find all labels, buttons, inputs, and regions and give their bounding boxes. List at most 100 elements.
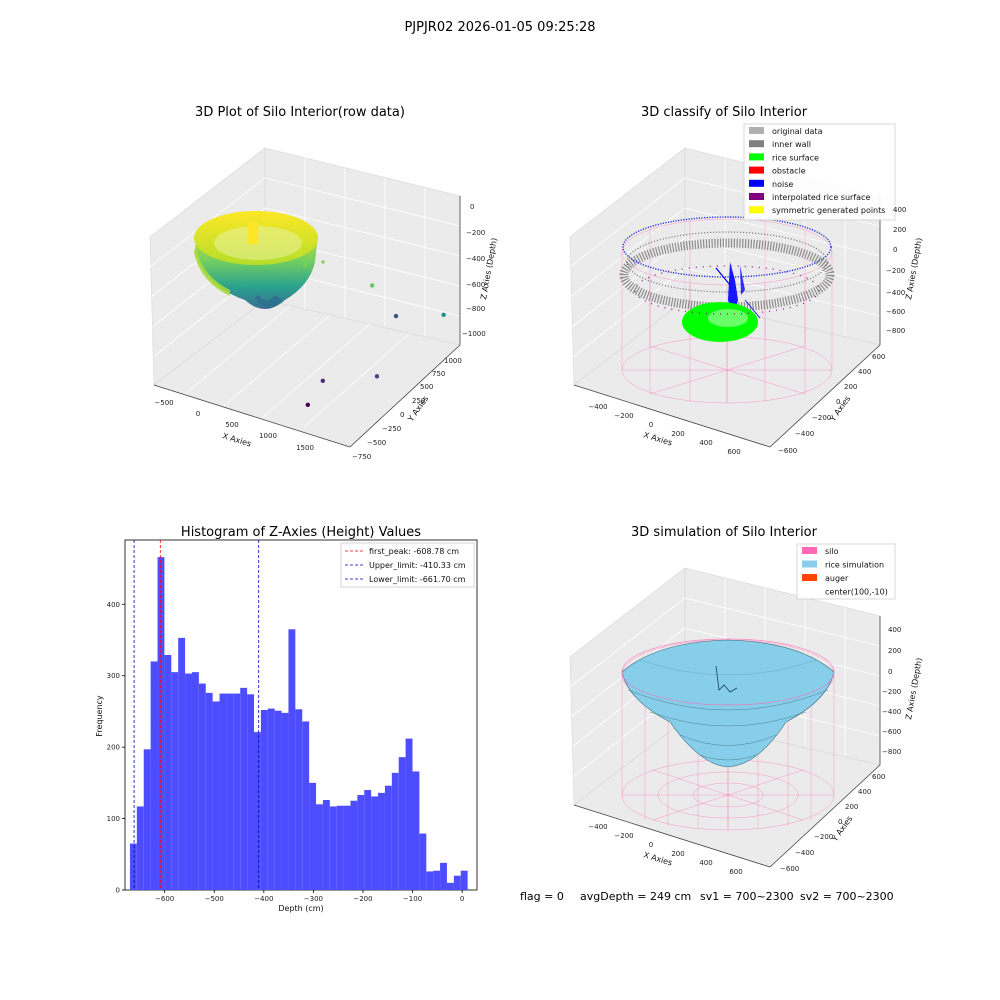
legend-swatch <box>749 206 764 214</box>
simulation-x-tick: 0 <box>649 841 653 849</box>
legend-label: rice surface <box>772 153 819 162</box>
histogram-legend-label: first_peak: -608.78 cm <box>369 547 459 556</box>
simulation-z-label: Z Axies (Depth) <box>904 657 924 720</box>
panel-raw-data: 3D Plot of Silo Interior(row data) <box>149 105 499 461</box>
classify-x-tick: 400 <box>699 439 712 447</box>
simulation-z-tick: −800 <box>882 748 901 756</box>
legend-label: noise <box>772 180 793 189</box>
simulation-x-tick: −200 <box>614 832 633 840</box>
classify-y-axis-line <box>769 344 881 448</box>
histogram-x-tick: −400 <box>254 895 273 903</box>
histogram-y-tick: 300 <box>107 672 120 680</box>
histogram-bar <box>226 693 234 890</box>
legend-swatch <box>749 179 764 187</box>
status-footer: flag = 0 avgDepth = 249 cm sv1 = 700~230… <box>520 890 894 903</box>
legend-label: original data <box>772 127 823 136</box>
classify-y-tick: −600 <box>778 447 797 455</box>
histogram-bar <box>336 805 344 890</box>
raw-outlier-point <box>320 378 326 384</box>
histogram-bar <box>391 772 399 890</box>
simulation-x-label: X Axies <box>642 850 673 867</box>
simulation-rice-surface <box>621 638 835 768</box>
classify-z-tick: −800 <box>886 327 905 335</box>
legend-swatch <box>802 560 817 568</box>
raw-z-ticks: 0 −200 −400 −600 −800 −1000 <box>462 203 486 338</box>
histogram-reference-lines <box>133 540 260 890</box>
raw-x-tick: 1500 <box>296 444 314 452</box>
simulation-z-tick: 400 <box>888 626 901 634</box>
histogram-bar <box>212 701 220 890</box>
raw-z-tick: 0 <box>470 203 474 211</box>
histogram-bar <box>405 738 413 890</box>
histogram-bar <box>143 749 151 890</box>
histogram-bar <box>247 694 255 890</box>
histogram-bar <box>288 629 296 890</box>
classify-z-tick: −600 <box>886 308 905 316</box>
histogram-bar <box>191 672 199 890</box>
histogram-bar <box>364 790 372 890</box>
histogram-bar <box>136 806 144 890</box>
raw-z-label: Z Axies (Depth) <box>479 237 499 300</box>
histogram-bar <box>260 710 268 890</box>
legend-label: rice simulation <box>825 561 884 570</box>
raw-outlier-point <box>393 313 399 319</box>
simulation-z-tick: 0 <box>888 668 892 676</box>
histogram-bar <box>316 804 323 890</box>
classify-y-tick: 200 <box>844 383 857 391</box>
simulation-title: 3D simulation of Silo Interior <box>631 525 818 540</box>
simulation-z-tick: −200 <box>882 688 901 696</box>
legend-swatch <box>749 153 764 161</box>
classify-z-tick: −400 <box>886 289 905 297</box>
legend-label: center(100,-10) <box>825 588 888 597</box>
legend-swatch <box>749 193 764 200</box>
histogram-x-tick: −100 <box>403 895 422 903</box>
simulation-x-tick: 200 <box>671 850 684 858</box>
raw-z-tick: −600 <box>466 281 485 289</box>
raw-x-tick: 500 <box>225 421 238 429</box>
classify-y-tick: −200 <box>812 414 831 422</box>
classify-z-ticks: 400 200 0 −200 −400 −600 −800 <box>886 206 906 335</box>
histogram-x-tick: −600 <box>155 895 174 903</box>
raw-z-tick: −200 <box>466 229 485 237</box>
histogram-bar <box>205 692 213 890</box>
simulation-x-tick: −400 <box>588 823 607 831</box>
simulation-y-tick: −400 <box>795 849 814 857</box>
histogram-bar <box>164 655 172 890</box>
legend-swatch <box>749 166 764 174</box>
histogram-y-label: Frequency <box>95 695 104 737</box>
histogram-bar <box>198 683 206 890</box>
simulation-z-tick: −400 <box>882 708 901 716</box>
histogram-title: Histogram of Z-Axies (Height) Values <box>181 525 421 540</box>
raw-y-tick: 0 <box>400 411 404 419</box>
classify-x-tick: 200 <box>671 430 684 438</box>
classify-z-tick: 0 <box>893 246 897 254</box>
classify-x-label: X Axies <box>642 430 673 447</box>
classify-interpolated-points <box>634 265 820 315</box>
simulation-legend: silo rice simulation auger center(100,-10) <box>796 543 896 600</box>
legend-label: symmetric generated points <box>772 206 885 215</box>
simulation-y-ticks: −600 −400 −200 0 200 400 600 <box>780 773 885 873</box>
sv1-text: sv1 = 700~2300 <box>700 890 794 903</box>
classify-plot-title: 3D classify of Silo Interior <box>641 105 808 120</box>
legend-label: inner wall <box>772 140 811 149</box>
histogram-x-label: Depth (cm) <box>278 904 323 913</box>
sv2-text: sv2 = 700~2300 <box>800 890 894 903</box>
raw-x-axis-line <box>153 384 351 448</box>
classify-inner-wall <box>619 231 835 312</box>
histogram-x-tick: −200 <box>353 895 372 903</box>
histogram-y-ticks: 0 100 200 300 400 <box>107 601 125 895</box>
raw-x-label: X Axies <box>221 431 252 448</box>
classify-y-tick: 400 <box>858 368 871 376</box>
legend-swatch <box>749 127 764 134</box>
histogram-bar <box>185 673 192 890</box>
legend-swatch <box>802 547 817 554</box>
histogram-bar <box>384 785 392 890</box>
simulation-y-tick: 600 <box>872 773 885 781</box>
legend-label: auger <box>825 574 849 583</box>
histogram-bar <box>343 805 351 890</box>
simulation-z-tick: 200 <box>888 647 901 655</box>
raw-outlier-point <box>441 312 446 318</box>
raw-outlier-point <box>374 374 380 379</box>
raw-outlier-points <box>305 283 446 408</box>
histogram-bar <box>322 800 330 890</box>
